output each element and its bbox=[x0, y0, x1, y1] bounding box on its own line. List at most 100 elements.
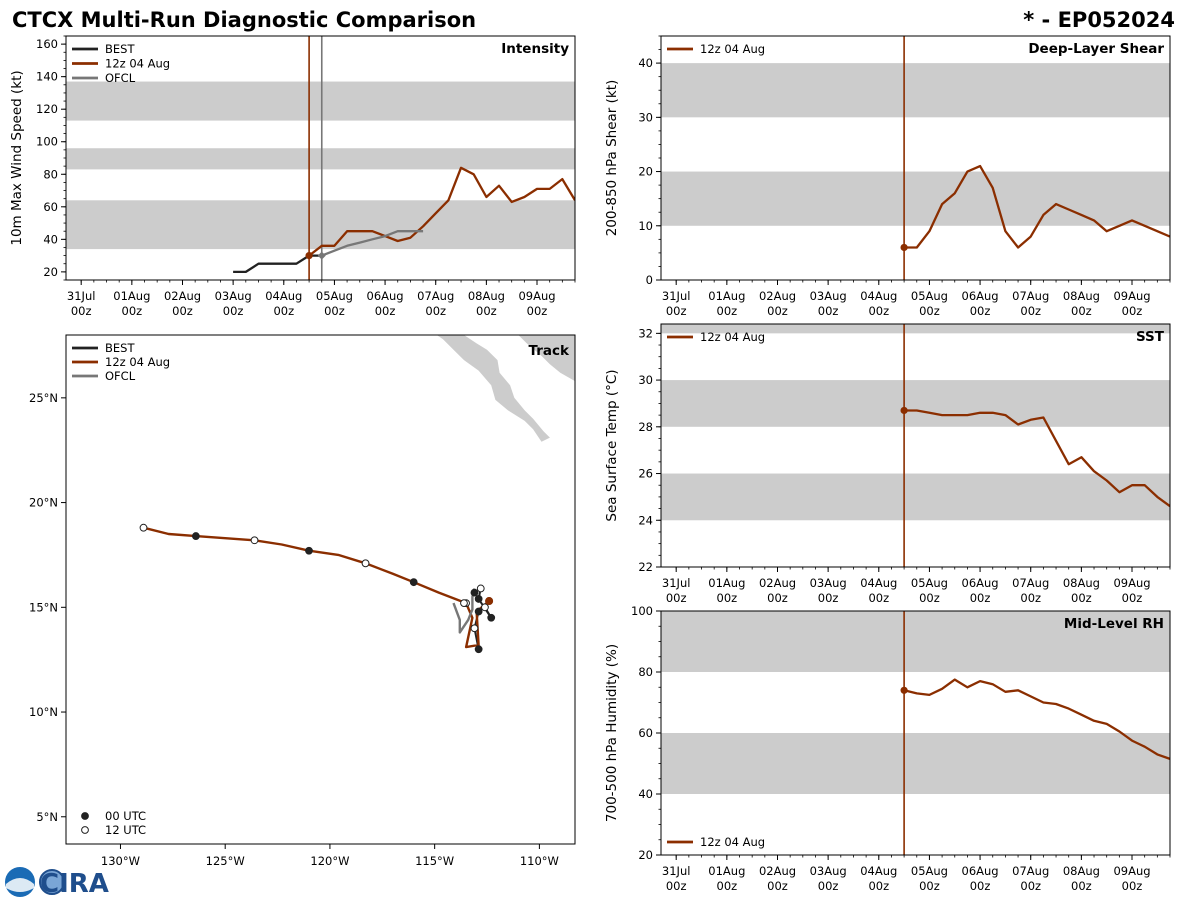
rh-xtick-date: 06Aug bbox=[962, 864, 999, 878]
shear-xtick-hour: 00z bbox=[717, 304, 738, 318]
shear-xtick-hour: 00z bbox=[868, 304, 889, 318]
intensity-band-0 bbox=[66, 200, 575, 250]
shear-xtick-date: 05Aug bbox=[911, 289, 948, 303]
intensity-marker-ofcl bbox=[317, 251, 326, 260]
sst-xtick-date: 31Jul bbox=[662, 576, 691, 590]
sst-series-run bbox=[904, 409, 1170, 508]
track-line-run bbox=[143, 526, 490, 649]
track-ytick-label: 15°N bbox=[29, 600, 58, 614]
rh-xtick-hour: 00z bbox=[1020, 879, 1041, 893]
intensity-series-ofcl bbox=[321, 230, 424, 257]
baja-california-land bbox=[436, 335, 550, 442]
rh-ytick-label: 100 bbox=[631, 604, 653, 618]
rh-ytick-label: 20 bbox=[638, 848, 653, 862]
intensity-series-run bbox=[308, 166, 575, 257]
rh-ytick-label: 80 bbox=[638, 665, 653, 679]
sst-xtick-date: 02Aug bbox=[759, 576, 796, 590]
track-marker-legend-symbol bbox=[81, 812, 89, 820]
shear-ytick-label: 20 bbox=[638, 165, 653, 179]
sst-xtick-hour: 00z bbox=[666, 591, 687, 605]
shear-xtick-date: 01Aug bbox=[708, 289, 745, 303]
track-marker-legend-label: 00 UTC bbox=[105, 809, 146, 823]
cira-globe-icon bbox=[39, 869, 65, 895]
track-marker-best bbox=[470, 588, 479, 597]
intensity-xtick-hour: 00z bbox=[425, 304, 446, 318]
intensity-xtick-date: 31Jul bbox=[67, 289, 96, 303]
rh-series-run bbox=[903, 678, 1170, 760]
track-marker-best bbox=[470, 624, 479, 633]
sst-marker-run bbox=[900, 406, 908, 415]
rh-marker-run bbox=[900, 686, 908, 694]
intensity-xtick-hour: 00z bbox=[324, 304, 345, 318]
track-legend-label-best: BEST bbox=[105, 341, 135, 355]
rh-xtick-hour: 00z bbox=[1071, 879, 1092, 893]
intensity-xtick-hour: 00z bbox=[122, 304, 143, 318]
rh-xtick-hour: 00z bbox=[1122, 879, 1143, 893]
shear-band-1 bbox=[661, 63, 1170, 118]
rh-legend-label-run: 12z 04 Aug bbox=[700, 835, 765, 849]
mainland-mexico-land bbox=[518, 335, 575, 382]
rh-band-0 bbox=[661, 733, 1170, 794]
sst-ytick-label: 24 bbox=[638, 513, 653, 527]
track-xtick-label: 115°W bbox=[415, 854, 454, 868]
rh-ytick-label: 60 bbox=[638, 726, 653, 740]
intensity-xtick-date: 04Aug bbox=[265, 289, 302, 303]
sst-legend-label-run: 12z 04 Aug bbox=[700, 330, 765, 344]
intensity-ytick-label: 140 bbox=[36, 70, 58, 84]
track-marker-run-initial bbox=[485, 597, 494, 606]
intensity-legend-label-ofcl: OFCL bbox=[105, 71, 136, 85]
intensity-xtick-hour: 00z bbox=[172, 304, 193, 318]
intensity-legend-label-best: BEST bbox=[105, 42, 135, 56]
rh-xtick-hour: 00z bbox=[767, 879, 788, 893]
track-marker-run bbox=[361, 559, 370, 568]
intensity-xtick-hour: 00z bbox=[476, 304, 497, 318]
shear-xtick-date: 08Aug bbox=[1063, 289, 1100, 303]
track-map-area bbox=[139, 335, 575, 654]
rh-xtick-hour: 00z bbox=[868, 879, 889, 893]
rh-xtick-date: 04Aug bbox=[860, 864, 897, 878]
rh-ytick-label: 40 bbox=[638, 787, 653, 801]
sst-xtick-hour: 00z bbox=[1071, 591, 1092, 605]
intensity-xtick-date: 07Aug bbox=[417, 289, 454, 303]
track-ytick-label: 20°N bbox=[29, 496, 58, 510]
sst-xtick-hour: 00z bbox=[919, 591, 940, 605]
track-legend-label-ofcl: OFCL bbox=[105, 369, 136, 383]
rh-panel: 2040608010031Jul00z01Aug00z02Aug00z03Aug… bbox=[604, 604, 1171, 893]
shear-ytick-label: 30 bbox=[638, 110, 653, 124]
track-marker-legend-symbol bbox=[81, 826, 89, 834]
sst-ytick-label: 28 bbox=[638, 420, 653, 434]
shear-plot-area bbox=[661, 36, 1170, 280]
figure-title: CTCX Multi-Run Diagnostic Comparison bbox=[12, 8, 476, 32]
track-xtick-label: 125°W bbox=[206, 854, 245, 868]
intensity-ytick-label: 160 bbox=[36, 37, 58, 51]
sst-xtick-date: 07Aug bbox=[1012, 576, 1049, 590]
sst-ytick-label: 26 bbox=[638, 467, 653, 481]
track-ytick-label: 25°N bbox=[29, 391, 58, 405]
intensity-xtick-hour: 00z bbox=[223, 304, 244, 318]
track-frame bbox=[65, 334, 576, 845]
sst-xtick-hour: 00z bbox=[1020, 591, 1041, 605]
intensity-ytick-label: 80 bbox=[43, 167, 58, 181]
sst-ytick-label: 22 bbox=[638, 560, 653, 574]
rh-xtick-date: 02Aug bbox=[759, 864, 796, 878]
track-ytick-label: 5°N bbox=[36, 810, 58, 824]
intensity-panel: 2040608010012014016031Jul00z01Aug00z02Au… bbox=[9, 35, 576, 318]
rh-ylabel: 700-500 hPa Humidity (%) bbox=[604, 644, 620, 822]
sst-band-1 bbox=[661, 380, 1170, 427]
shear-series-run bbox=[904, 164, 1170, 249]
shear-xtick-hour: 00z bbox=[666, 304, 687, 318]
rh-xtick-hour: 00z bbox=[666, 879, 687, 893]
sst-xtick-date: 04Aug bbox=[860, 576, 897, 590]
track-marker-run bbox=[305, 546, 313, 555]
sst-xtick-date: 09Aug bbox=[1113, 576, 1150, 590]
shear-xtick-date: 07Aug bbox=[1012, 289, 1049, 303]
rh-xtick-hour: 00z bbox=[970, 879, 991, 893]
sst-xtick-hour: 00z bbox=[717, 591, 738, 605]
intensity-xtick-date: 05Aug bbox=[316, 289, 353, 303]
intensity-plot-area bbox=[66, 36, 575, 280]
sst-xtick-date: 06Aug bbox=[962, 576, 999, 590]
rh-plot-area bbox=[661, 611, 1170, 855]
track-marker-best bbox=[460, 599, 468, 608]
sst-ytick-label: 30 bbox=[638, 373, 653, 387]
